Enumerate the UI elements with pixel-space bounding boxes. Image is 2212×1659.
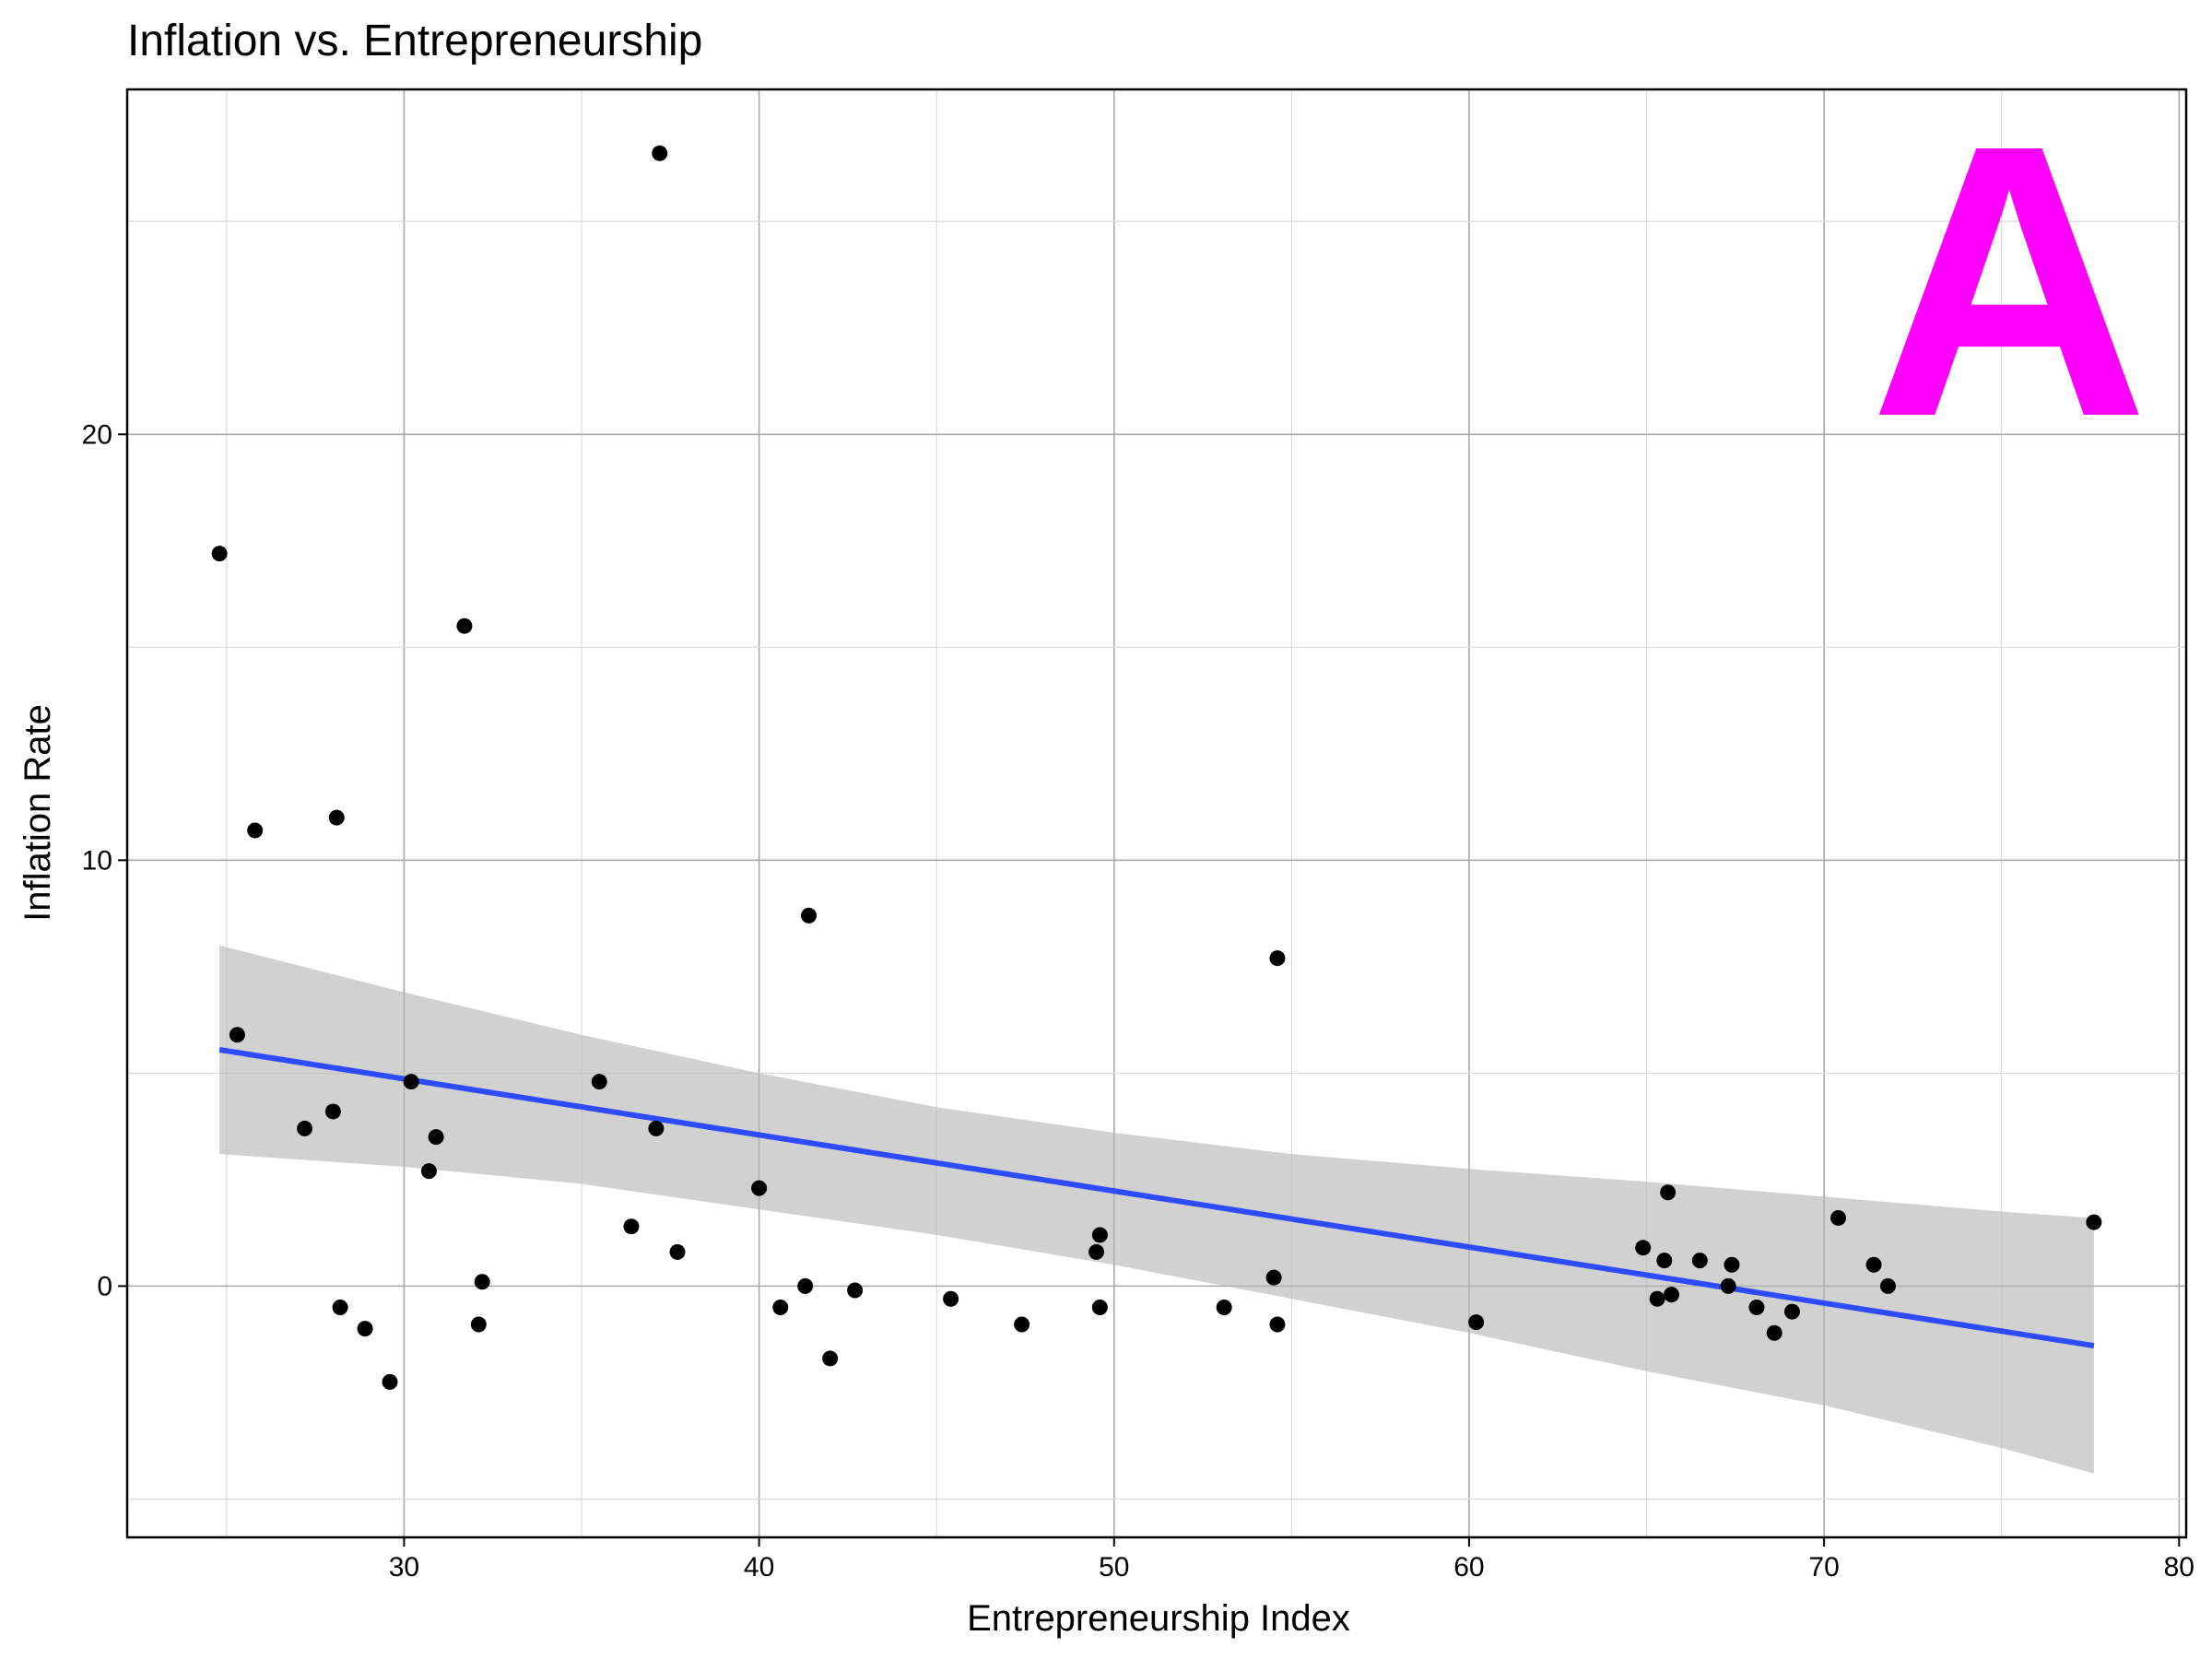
data-point xyxy=(772,1299,789,1315)
data-point xyxy=(1265,1269,1282,1286)
data-point xyxy=(1748,1299,1765,1315)
data-point xyxy=(1664,1287,1679,1303)
x-tick-label: 40 xyxy=(744,1552,774,1583)
x-axis-ticks: 30 40 50 60 70 80 xyxy=(389,1537,2194,1583)
data-point xyxy=(2086,1214,2102,1230)
data-point xyxy=(822,1350,839,1367)
data-point xyxy=(382,1373,398,1390)
data-point xyxy=(1720,1277,1736,1294)
data-point xyxy=(229,1027,245,1043)
y-axis-label: Inflation Rate xyxy=(18,704,58,922)
confidence-band-layer xyxy=(219,945,2094,1474)
fit-line xyxy=(218,1046,2095,1349)
y-tick-label: 10 xyxy=(82,845,112,876)
data-point xyxy=(474,1274,490,1290)
data-point xyxy=(1783,1303,1800,1320)
panel-border xyxy=(125,88,2188,1539)
data-point xyxy=(1649,1290,1665,1307)
data-point xyxy=(797,1277,814,1294)
data-point xyxy=(1724,1256,1740,1273)
x-tick-label: 80 xyxy=(2164,1552,2194,1583)
data-point xyxy=(623,1218,640,1235)
data-point xyxy=(1865,1256,1882,1273)
panel-label: A xyxy=(1869,65,2148,498)
data-point xyxy=(420,1163,437,1180)
data-point xyxy=(1766,1324,1783,1341)
data-point xyxy=(591,1074,607,1090)
data-point xyxy=(1635,1240,1652,1256)
data-point xyxy=(1879,1277,1896,1294)
data-point xyxy=(648,1120,665,1136)
data-point xyxy=(652,145,668,161)
data-point xyxy=(247,822,264,839)
x-tick-label: 70 xyxy=(1808,1552,1839,1583)
data-point xyxy=(428,1129,444,1146)
data-point xyxy=(1014,1316,1030,1333)
data-point xyxy=(357,1321,373,1337)
data-point xyxy=(297,1120,313,1136)
data-point xyxy=(211,546,228,562)
data-point xyxy=(1269,950,1286,967)
data-point xyxy=(1660,1184,1677,1201)
data-point xyxy=(669,1243,686,1260)
data-point xyxy=(1468,1314,1485,1331)
data-point xyxy=(332,1299,348,1315)
data-point xyxy=(801,907,818,924)
data-point xyxy=(847,1282,864,1299)
data-points xyxy=(211,145,2102,1390)
data-point xyxy=(1088,1243,1105,1260)
data-point xyxy=(1656,1253,1673,1269)
data-point xyxy=(1830,1209,1847,1226)
data-point xyxy=(751,1180,768,1196)
data-point xyxy=(328,809,345,826)
data-point xyxy=(1269,1316,1286,1333)
fit-line-layer xyxy=(218,1046,2095,1349)
data-point xyxy=(403,1074,419,1090)
chart-title: Inflation vs. Entrepreneurship xyxy=(127,17,702,65)
data-point xyxy=(943,1290,959,1307)
data-point xyxy=(1691,1253,1708,1269)
x-tick-label: 30 xyxy=(389,1552,419,1583)
data-point xyxy=(1216,1299,1232,1315)
x-tick-label: 60 xyxy=(1453,1552,1484,1583)
x-tick-label: 50 xyxy=(1099,1552,1129,1583)
y-tick-label: 20 xyxy=(82,419,112,450)
data-point xyxy=(1091,1227,1108,1243)
data-point xyxy=(470,1316,487,1333)
x-axis-label: Entrepreneurship Index xyxy=(967,1598,1350,1639)
data-point xyxy=(324,1103,341,1120)
data-point xyxy=(456,618,473,634)
data-point xyxy=(1091,1299,1108,1315)
confidence-band xyxy=(219,945,2094,1474)
y-axis-ticks: 0 10 20 xyxy=(82,419,127,1301)
y-tick-label: 0 xyxy=(97,1271,112,1301)
